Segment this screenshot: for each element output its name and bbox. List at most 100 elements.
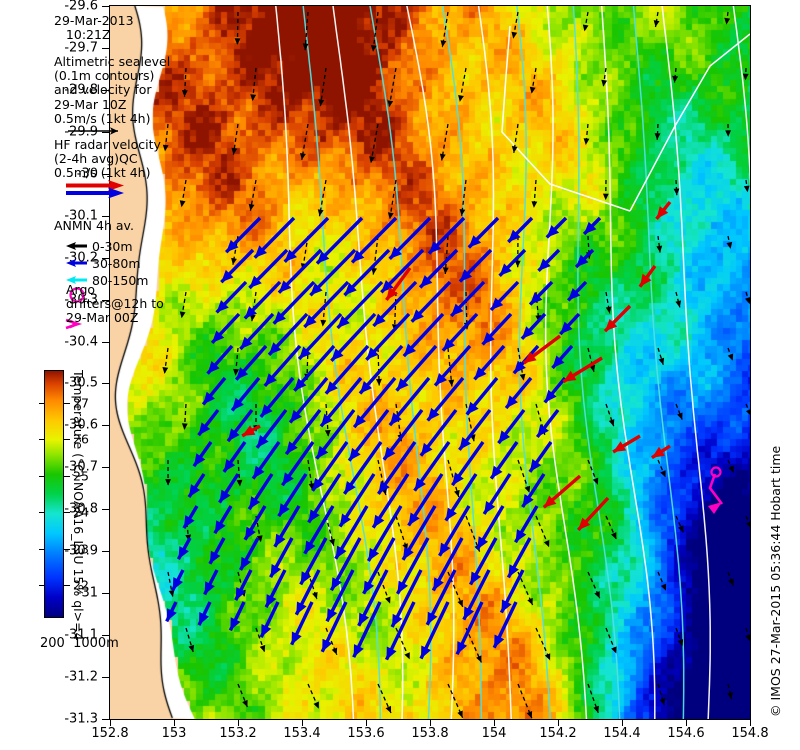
velocity-vector-head <box>511 31 518 39</box>
velocity-vector-head <box>576 254 589 268</box>
velocity-vector-head <box>506 395 518 409</box>
velocity-vector-head <box>209 550 221 564</box>
velocity-vector-head <box>253 465 265 479</box>
anmn-legend-item: 0-30m <box>66 238 133 254</box>
velocity-vector-head <box>745 634 750 642</box>
velocity-vector-head <box>232 397 244 411</box>
colorbar-gradient <box>44 370 64 618</box>
velocity-vector-head <box>308 509 320 523</box>
velocity-vector-head <box>582 24 589 32</box>
y-tick <box>102 509 109 511</box>
velocity-vector-shaft <box>727 459 735 474</box>
velocity-vector-head <box>221 269 234 283</box>
velocity-vector-shaft <box>535 403 546 435</box>
credit-text: © IMOS 27-Mar-2015 05:36:44 Hobart time <box>768 445 783 717</box>
velocity-vector-head <box>386 646 397 660</box>
velocity-vector-head <box>278 503 290 517</box>
velocity-vector-head <box>454 489 460 497</box>
velocity-vector-head <box>448 379 455 387</box>
velocity-vector-head <box>508 564 519 578</box>
velocity-vector-head <box>290 409 302 423</box>
velocity-vector-head <box>198 422 211 436</box>
velocity-vector-head <box>522 494 534 507</box>
x-tick <box>494 719 495 726</box>
velocity-vector-head <box>216 300 229 313</box>
velocity-vector-head <box>563 370 577 382</box>
velocity-vector-head <box>321 413 333 427</box>
x-tick-label: 153 <box>161 726 187 741</box>
y-tick <box>102 173 109 175</box>
velocity-vector-head <box>385 596 391 604</box>
velocity-vector-head <box>233 368 239 376</box>
velocity-vector-head <box>613 441 627 452</box>
velocity-vector-head <box>236 479 243 487</box>
velocity-vector-head <box>183 515 195 529</box>
argo-annotation: Argo drifters@12h to 29-Mar 00Z <box>66 282 164 326</box>
y-tick <box>102 383 109 385</box>
credit-label: © IMOS 27-Mar-2015 05:36:44 Hobart time <box>768 445 783 717</box>
velocity-vector-head <box>302 43 309 51</box>
hf-radar-scale-arrows-icon <box>66 180 124 198</box>
velocity-vector-head <box>331 577 342 591</box>
velocity-vector-head <box>445 507 457 521</box>
velocity-vector-head <box>459 269 473 282</box>
velocity-vector-head <box>181 423 188 430</box>
velocity-vector-head <box>531 201 538 208</box>
velocity-vector-head <box>313 701 319 709</box>
velocity-vector-head <box>291 631 302 645</box>
velocity-vector-head <box>296 601 307 615</box>
y-tick-label: -30.8 <box>64 501 98 517</box>
sealevel-contour <box>477 6 512 719</box>
colorbar-tick <box>39 585 44 587</box>
argo-drifter-arrow <box>708 502 722 514</box>
altimetric-scale-arrow-icon <box>68 127 118 135</box>
velocity-vector-head <box>188 644 195 652</box>
anmn-legend-label: 30-80m <box>92 256 141 271</box>
x-tick <box>302 719 303 726</box>
velocity-vector-head <box>165 479 171 486</box>
x-tick <box>430 719 431 726</box>
velocity-vector-head <box>207 361 220 374</box>
velocity-vector-head <box>552 355 565 368</box>
velocity-vector-head <box>560 321 573 335</box>
velocity-vector-head <box>304 314 317 328</box>
y-tick-label: -30.9 <box>64 543 98 559</box>
sealevel-contour <box>406 6 455 719</box>
velocity-vector-head <box>468 235 482 248</box>
velocity-vector-head <box>366 347 379 360</box>
colorbar-tick-label: 22 <box>73 577 89 593</box>
velocity-vector-head <box>544 653 551 661</box>
velocity-vector-head <box>242 425 256 436</box>
map-plot-area[interactable] <box>109 5 751 720</box>
velocity-vector-head <box>442 267 449 274</box>
velocity-vector-head <box>325 381 338 394</box>
velocity-vector-head <box>728 465 734 473</box>
velocity-vector-head <box>742 73 749 81</box>
sealevel-contour <box>332 6 404 719</box>
velocity-vector-head <box>331 348 344 361</box>
y-tick <box>102 89 109 91</box>
velocity-vector-head <box>320 319 327 327</box>
velocity-vector-head <box>381 280 394 293</box>
velocity-vector-head <box>385 705 391 713</box>
sealevel-contour <box>732 6 750 191</box>
velocity-vector-head <box>368 547 380 561</box>
velocity-vector-head <box>451 303 464 316</box>
velocity-vector-head <box>299 346 312 359</box>
velocity-vector-head <box>214 520 226 534</box>
colorbar-tick-label: 26 <box>73 431 89 447</box>
velocity-vector-head <box>162 144 169 152</box>
velocity-vector-head <box>387 212 394 220</box>
velocity-vector-head <box>675 300 682 308</box>
sealevel-contour <box>572 6 621 719</box>
velocity-vector-head <box>602 193 609 201</box>
velocity-vector-head <box>427 611 438 625</box>
velocity-vector-shaft <box>306 347 309 381</box>
velocity-vector-head <box>249 496 261 510</box>
y-tick-label: -30.1 <box>64 208 98 224</box>
velocity-vector-head <box>523 351 537 364</box>
velocity-vector-head <box>403 546 414 560</box>
velocity-vector-head <box>234 38 241 45</box>
velocity-vector-head <box>284 249 297 262</box>
y-tick <box>102 467 109 469</box>
